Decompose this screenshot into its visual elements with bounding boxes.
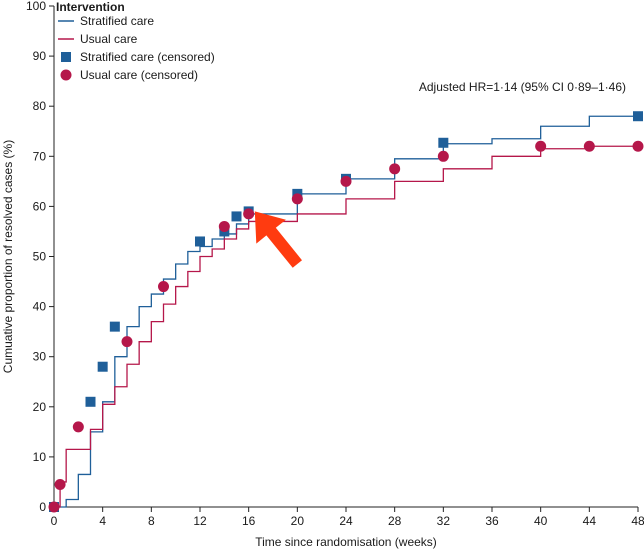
x-tick-label-36: 36	[485, 514, 499, 528]
x-tick-label-24: 24	[339, 514, 353, 528]
x-tick-label-16: 16	[242, 514, 256, 528]
censored-marker-stratified-11	[633, 111, 643, 122]
censored-marker-usual-13	[632, 140, 644, 152]
censored-marker-stratified-4	[195, 236, 205, 247]
x-tick-label-32: 32	[437, 514, 451, 528]
censored-marker-usual-7	[291, 193, 303, 205]
y-tick-label-10: 10	[33, 450, 47, 464]
x-tick-label-4: 4	[99, 514, 106, 528]
censored-marker-usual-0	[48, 501, 60, 513]
y-tick-label-100: 100	[26, 0, 46, 13]
legend-swatch-3	[60, 69, 72, 81]
legend-entry-2: Stratified care (censored)	[80, 50, 215, 64]
legend-swatch-2	[61, 52, 71, 62]
x-tick-label-48: 48	[631, 514, 644, 528]
y-tick-label-70: 70	[33, 149, 47, 163]
censored-marker-stratified-10	[438, 137, 449, 148]
censored-marker-usual-2	[72, 421, 84, 433]
censored-marker-stratified-6	[231, 211, 242, 222]
x-tick-label-8: 8	[148, 514, 155, 528]
legend-title: Intervention	[56, 0, 125, 14]
y-tick-label-90: 90	[33, 49, 47, 63]
x-tick-label-44: 44	[583, 514, 597, 528]
x-axis-title: Time since randomisation (weeks)	[255, 535, 437, 549]
censored-marker-usual-4	[158, 281, 169, 293]
y-axis-title: Cumuative proportion of resolved cases (…	[1, 140, 15, 373]
x-tick-label-20: 20	[291, 514, 305, 528]
arrow-layer	[254, 211, 302, 268]
y-tick-label-30: 30	[33, 350, 47, 364]
censored-marker-stratified-3	[109, 321, 120, 332]
legend-entry-3: Usual care (censored)	[80, 68, 198, 82]
y-tick-label-20: 20	[33, 400, 47, 414]
censored-marker-usual-9	[389, 163, 401, 175]
x-tick-label-0: 0	[51, 514, 58, 528]
censored-marker-usual-8	[340, 175, 352, 187]
censored-marker-usual-5	[218, 220, 230, 232]
markers-layer	[48, 111, 644, 513]
censored-marker-stratified-2	[97, 361, 108, 372]
y-tick-label-0: 0	[39, 500, 46, 514]
y-tick-label-60: 60	[33, 199, 47, 213]
y-tick-label-40: 40	[33, 300, 47, 314]
censored-marker-usual-3	[121, 336, 133, 348]
y-tick-label-50: 50	[33, 250, 47, 264]
x-tick-label-12: 12	[193, 514, 207, 528]
censored-marker-usual-12	[583, 140, 595, 152]
red-arrow	[254, 211, 302, 268]
censored-marker-usual-10	[437, 150, 449, 162]
censored-marker-usual-11	[535, 140, 547, 152]
x-tick-label-28: 28	[388, 514, 402, 528]
legend-entry-0: Stratified care	[80, 14, 154, 28]
hazard-ratio-annotation: Adjusted HR=1·14 (95% CI 0·89–1·46)	[419, 80, 626, 94]
censored-marker-usual-1	[54, 478, 66, 490]
censored-marker-stratified-1	[85, 396, 96, 407]
x-tick-label-40: 40	[534, 514, 548, 528]
y-tick-label-80: 80	[33, 99, 47, 113]
series-line-1	[54, 145, 638, 508]
legend-entry-1: Usual care	[80, 32, 138, 46]
censored-marker-usual-6	[243, 208, 255, 220]
